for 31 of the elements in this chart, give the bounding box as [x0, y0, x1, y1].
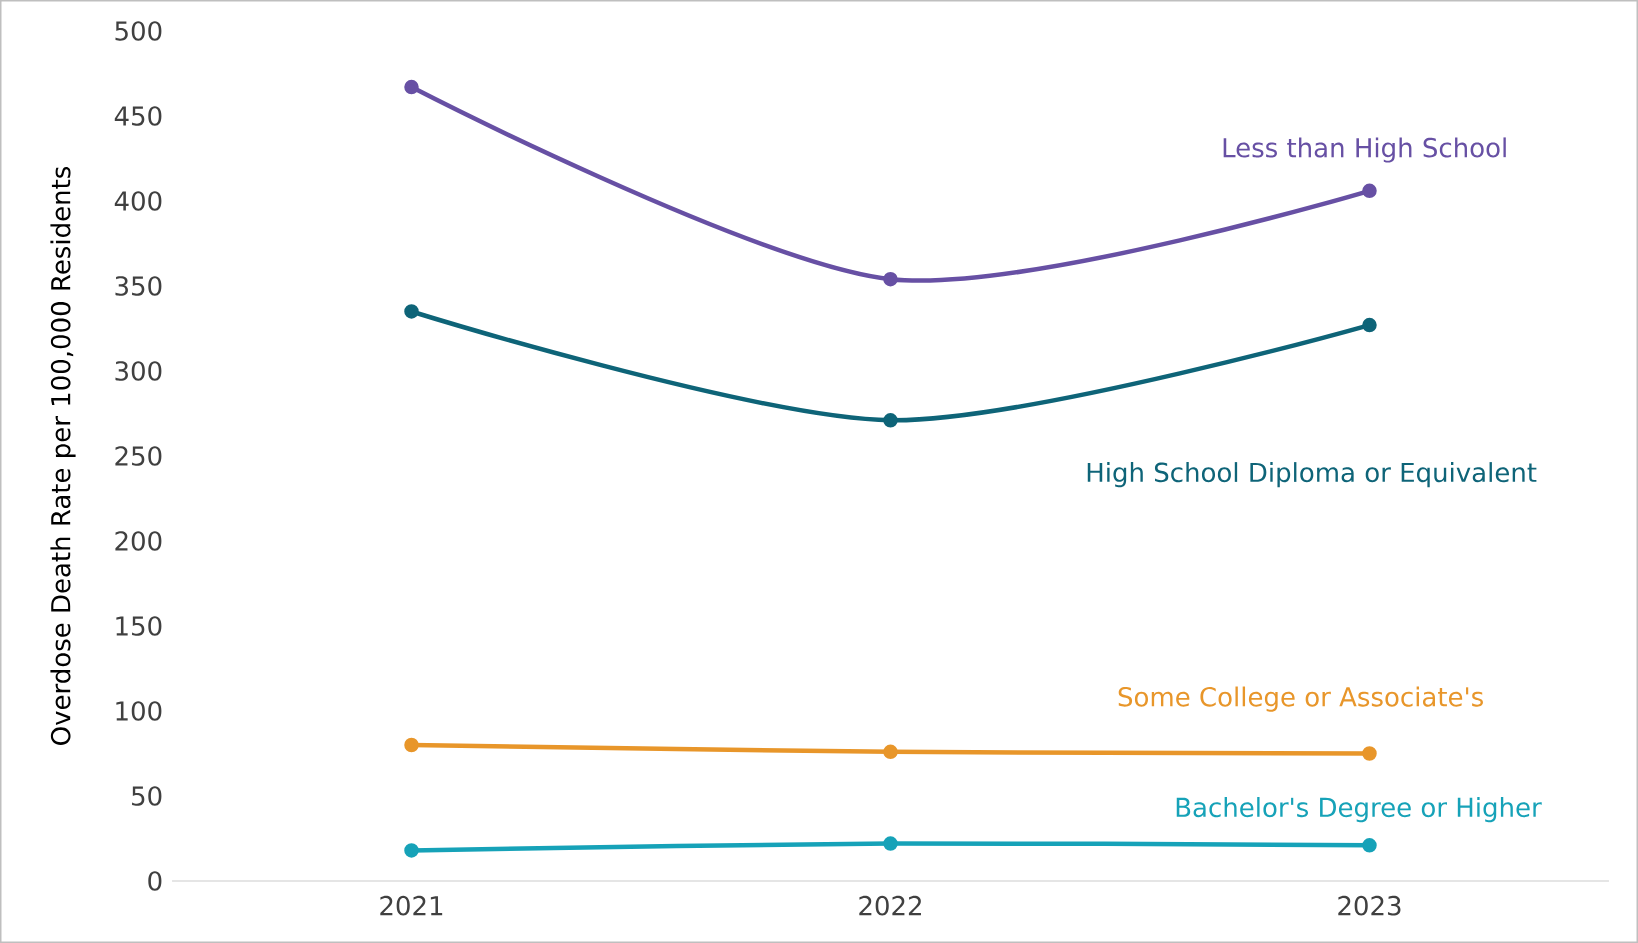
text: High School Diploma or Equivalent — [1087, 462, 1537, 488]
y-tick-label: 250 — [115, 446, 162, 466]
point — [404, 79, 419, 95]
point — [883, 413, 898, 428]
point — [883, 744, 898, 760]
y-tick-label: 100 — [116, 701, 162, 721]
point — [883, 836, 898, 851]
y-tick-label: 350 — [115, 276, 162, 296]
point — [883, 271, 898, 287]
point — [1362, 317, 1377, 333]
point — [1362, 838, 1377, 853]
x-tick-label: 2023 — [1338, 895, 1401, 916]
series-label: Some College or Associate's — [1118, 686, 1483, 712]
series-label: Bachelor's Degree or Higher — [1176, 797, 1542, 823]
point — [1362, 746, 1377, 761]
point — [1362, 183, 1377, 199]
y-axis-title: Overdose Death Rate per 100,000 Residents — [50, 166, 76, 745]
y-tick-label: 50 — [132, 786, 162, 806]
y-tick-label: 300 — [115, 361, 162, 381]
point — [404, 737, 419, 753]
y-tick-label: 150 — [116, 616, 162, 636]
y-tick-label: 500 — [115, 21, 162, 41]
y-tick-label: 200 — [115, 531, 162, 551]
y-tick-label: 400 — [114, 191, 162, 211]
series-label: Less than High School — [1223, 137, 1506, 163]
point — [404, 843, 419, 858]
x-tick-label: 2022 — [859, 895, 921, 916]
x-tick-label: 2021 — [380, 895, 443, 916]
y-tick-label: 450 — [114, 106, 162, 126]
y-tick-label: 0 — [148, 871, 162, 891]
point — [404, 304, 419, 319]
